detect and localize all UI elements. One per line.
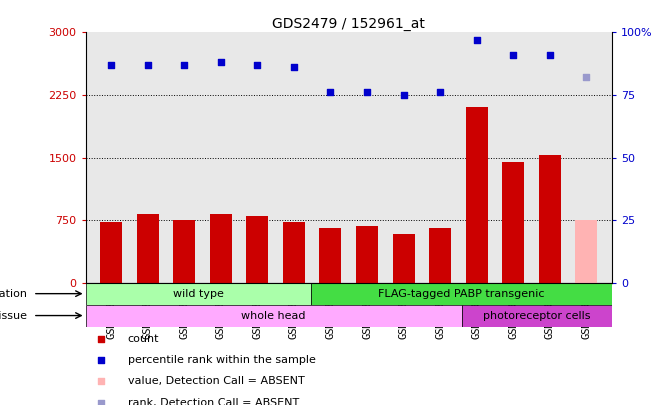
Point [216,59,226,66]
Text: photoreceptor cells: photoreceptor cells [483,311,590,320]
Text: tissue: tissue [0,311,28,320]
Text: count: count [128,334,159,344]
Bar [356,226,378,283]
Point [487,26,497,32]
Point [487,217,497,224]
Point [252,62,263,68]
Bar [429,228,451,283]
Text: wild type: wild type [173,289,224,298]
Text: rank, Detection Call = ABSENT: rank, Detection Call = ABSENT [128,398,299,405]
Bar [539,155,561,283]
Bar [86,305,461,326]
Bar [502,162,524,283]
Point [106,62,116,68]
Bar [311,283,612,305]
Text: FLAG-tagged PABP transgenic: FLAG-tagged PABP transgenic [378,289,545,298]
Bar [575,220,597,283]
Point [471,37,482,43]
Bar [466,107,488,283]
Text: genotype/variation: genotype/variation [0,289,28,298]
Text: whole head: whole head [241,311,306,320]
Point [545,52,555,58]
Point [398,92,409,98]
Bar [100,222,122,283]
Point [142,62,153,68]
Point [435,89,445,96]
Bar [246,216,268,283]
Text: value, Detection Call = ABSENT: value, Detection Call = ABSENT [128,376,305,386]
Bar [86,283,311,305]
Bar [137,214,159,283]
Bar [173,220,195,283]
Bar [210,214,232,283]
Bar [283,222,305,283]
Point [581,74,592,81]
Point [179,62,190,68]
Point [325,89,336,96]
Point [508,52,519,58]
Title: GDS2479 / 152961_at: GDS2479 / 152961_at [272,17,425,31]
Point [289,64,299,71]
Bar [393,234,415,283]
Point [362,89,372,96]
Bar [461,305,612,326]
Text: percentile rank within the sample: percentile rank within the sample [128,355,316,365]
Bar [320,228,342,283]
